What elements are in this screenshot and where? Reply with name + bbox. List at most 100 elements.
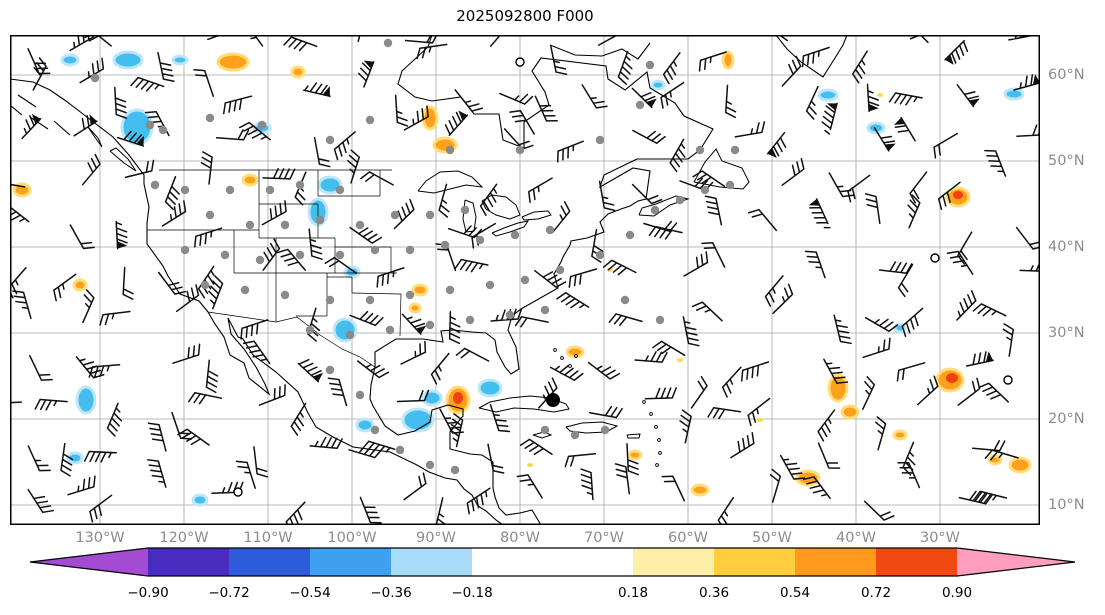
wind-barb <box>1008 35 1037 41</box>
wind-barb <box>864 193 881 225</box>
wind-barb <box>454 89 484 112</box>
colorbar-tick-label: −0.18 <box>451 585 492 601</box>
colorbar-segment <box>472 548 633 576</box>
wind-barb <box>748 208 778 232</box>
wind-barb <box>587 361 621 380</box>
lon-tick-label: 60°W <box>667 530 709 546</box>
wind-barb <box>83 450 118 463</box>
wind-barb <box>626 443 640 476</box>
wind-barb <box>724 84 737 119</box>
colorbar: −0.90 −0.72 −0.54 −0.36 −0.18 0.18 0.36 0.54 0.7… <box>29 547 1076 601</box>
wind-barb <box>27 488 55 514</box>
wind-barb <box>817 409 836 442</box>
wind-barb <box>242 340 271 365</box>
wind-barb <box>873 127 896 152</box>
wind-barb <box>896 362 926 382</box>
wind-barb <box>707 407 742 420</box>
wind-barb <box>276 248 306 271</box>
wind-barb <box>194 227 223 248</box>
colorbar-tick-label: −0.36 <box>370 585 411 601</box>
wind-barb <box>817 442 841 469</box>
wind-barb <box>875 416 887 451</box>
wind-barb <box>444 110 469 137</box>
wind-barb <box>682 316 700 347</box>
colorbar-outline <box>29 547 1076 577</box>
wind-barb <box>349 226 383 244</box>
wind-barb <box>863 500 895 521</box>
colorbar-segment <box>310 548 391 576</box>
colorbar-segment <box>633 548 714 576</box>
colorbar-tick-label: 0.72 <box>861 585 891 601</box>
wind-barb <box>907 194 921 229</box>
wind-barb <box>614 463 631 495</box>
wind-barb <box>73 114 98 137</box>
colorbar-extend-left <box>30 548 148 576</box>
wind-barb <box>81 153 101 186</box>
colorbar-segment <box>229 548 310 576</box>
wind-barb <box>324 256 358 274</box>
wind-barb <box>466 487 491 515</box>
wind-barb <box>235 460 256 489</box>
wind-barb <box>347 149 361 184</box>
lat-tick-label: 40°N <box>1048 239 1085 255</box>
wind-barb <box>704 195 723 226</box>
wind-barb <box>489 35 509 47</box>
wind-barb <box>730 432 755 459</box>
wind-barb <box>177 428 210 446</box>
lon-tick-label: 30°W <box>919 530 961 546</box>
wind-barb <box>769 468 782 503</box>
wind-barb <box>359 496 382 524</box>
open-circle-marker <box>233 487 243 497</box>
wind-barb <box>973 490 1008 504</box>
wind-barb <box>240 319 269 340</box>
wind-barb <box>27 48 51 75</box>
wind-barb <box>262 238 281 271</box>
wind-barb <box>821 102 838 135</box>
colorbar-tick-label: 0.54 <box>780 585 810 601</box>
colorbar-segment <box>876 548 957 576</box>
wind-barb <box>349 310 384 327</box>
wind-barb <box>175 284 200 313</box>
wind-barb <box>400 340 427 365</box>
wind-barb <box>430 352 450 385</box>
wind-barb <box>188 392 223 405</box>
wind-barb <box>580 468 594 501</box>
wind-barb <box>313 136 331 168</box>
open-circle-marker <box>930 253 940 263</box>
wind-barb <box>454 258 489 273</box>
wind-barb <box>116 130 145 147</box>
wind-barb <box>662 52 681 85</box>
wind-barb <box>683 251 709 277</box>
wind-barb <box>956 290 977 321</box>
wind-barb <box>698 51 727 72</box>
wind-barb <box>823 358 849 384</box>
wind-barb <box>534 95 558 122</box>
wind-barb <box>764 275 784 307</box>
wind-barb <box>396 389 430 403</box>
colorbar-tick-label: −0.72 <box>208 585 249 601</box>
wind-barb <box>828 172 855 198</box>
wind-barb <box>514 316 549 328</box>
wind-barb <box>172 343 201 364</box>
wind-barb <box>448 311 461 345</box>
wind-barb <box>847 174 871 203</box>
wind-barb <box>285 501 306 525</box>
lon-tick-label: 40°W <box>835 530 877 546</box>
wind-barb <box>258 384 286 406</box>
wind-barb <box>549 365 584 381</box>
wind-barb <box>804 250 826 279</box>
wind-barbs-layer <box>10 35 1040 525</box>
wind-barb <box>957 231 973 265</box>
wind-barb <box>588 405 623 419</box>
wind-barb <box>238 121 271 141</box>
wind-barb <box>598 180 616 212</box>
wind-barb <box>972 303 1007 317</box>
wind-barb <box>833 314 852 345</box>
wind-barb <box>632 129 666 145</box>
station-dots-layer <box>90 38 1013 497</box>
wind-barb <box>740 361 770 382</box>
wind-barb <box>208 275 224 310</box>
wind-barb <box>917 375 939 406</box>
wind-barb <box>661 475 686 502</box>
wind-barb <box>634 351 668 363</box>
